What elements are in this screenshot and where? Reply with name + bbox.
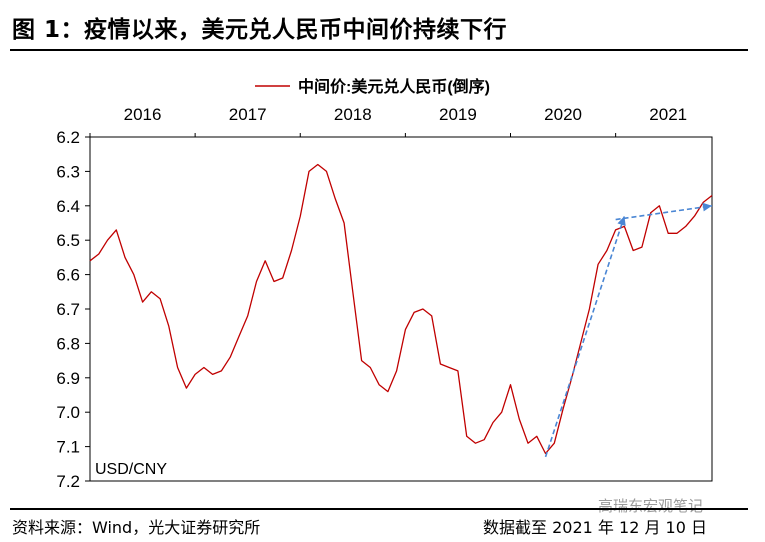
- y-tick-label: 6.6: [56, 266, 80, 285]
- legend-label: 中间价:美元兑人民币(倒序): [298, 77, 490, 96]
- x-tick-label: 2016: [124, 105, 162, 124]
- date-note: 数据截至 2021 年 12 月 10 日: [483, 518, 707, 537]
- y-tick-label: 6.4: [56, 197, 80, 216]
- y-tick-label: 6.2: [56, 128, 80, 147]
- y-tick-label: 6.9: [56, 369, 80, 388]
- series-line-usdcny: [89, 163, 713, 455]
- y-tick-label: 7.0: [56, 403, 80, 422]
- chart-legend: 中间价:美元兑人民币(倒序): [255, 77, 490, 96]
- y-tick-label: 6.8: [56, 334, 80, 353]
- x-tick-label: 2017: [229, 105, 267, 124]
- x-tick-label: 2020: [544, 105, 582, 124]
- x-axis: 2016 2017 2018 2019 2020 2021: [89, 105, 687, 137]
- trend-arrow-head: [702, 202, 712, 212]
- y-tick-label: 6.3: [56, 162, 80, 181]
- y-tick-label: 6.7: [56, 300, 80, 319]
- trend-arrows: [544, 202, 713, 458]
- y-tick-label: 7.1: [56, 438, 80, 457]
- trend-arrow-line: [544, 215, 626, 458]
- source-note: 资料来源：Wind，光大证券研究所: [12, 518, 261, 537]
- x-tick-label: 2018: [334, 105, 372, 124]
- x-tick-label: 2019: [439, 105, 477, 124]
- figure-title: 图 1：疫情以来，美元兑人民币中间价持续下行: [12, 17, 508, 43]
- y-tick-label: 6.5: [56, 231, 80, 250]
- unit-label: USD/CNY: [95, 461, 167, 478]
- footer-divider: [10, 508, 748, 510]
- x-tick-label: 2021: [649, 105, 687, 124]
- y-tick-label: 7.2: [56, 472, 80, 491]
- plot-frame: [89, 136, 713, 482]
- watermark: 高瑞东宏观笔记: [598, 497, 704, 515]
- title-divider: [10, 49, 748, 51]
- trend-arrow-line: [615, 205, 713, 221]
- y-axis: 6.2 6.3 6.4 6.5 6.6 6.7 6.8 6.9 7.0 7.1 7.2: [56, 128, 90, 491]
